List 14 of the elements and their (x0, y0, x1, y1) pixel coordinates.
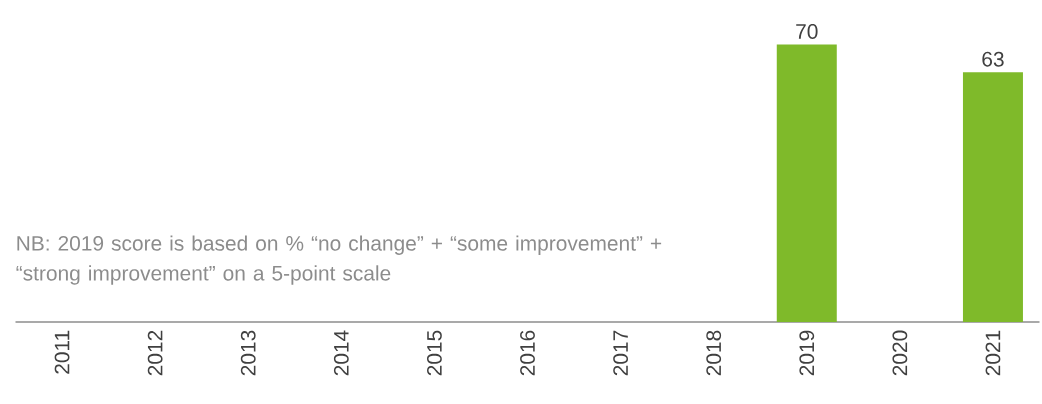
x-tick-label: 2017 (613, 330, 628, 376)
x-tick-label: 2014 (333, 330, 349, 376)
annotation: NB: 2019 score is based on % “no change” + “some improvement” + “strong improvement” on a 5-point scale (16, 235, 662, 285)
data-label: 63 (982, 51, 1004, 67)
x-tick-label: 2018 (706, 330, 722, 376)
x-tick-label: 2019 (799, 330, 815, 376)
data-label: 70 (796, 24, 818, 39)
x-tick-label: 2013 (240, 330, 256, 376)
x-tick-label: 2016 (520, 330, 535, 376)
x-tick-label: 2020 (892, 330, 908, 376)
x-tick-label: 2012 (147, 330, 163, 376)
x-tick-label: 2015 (427, 330, 442, 376)
x-tick-label: 2021 (985, 330, 1001, 376)
x-tick-label: 2011 (54, 330, 70, 374)
